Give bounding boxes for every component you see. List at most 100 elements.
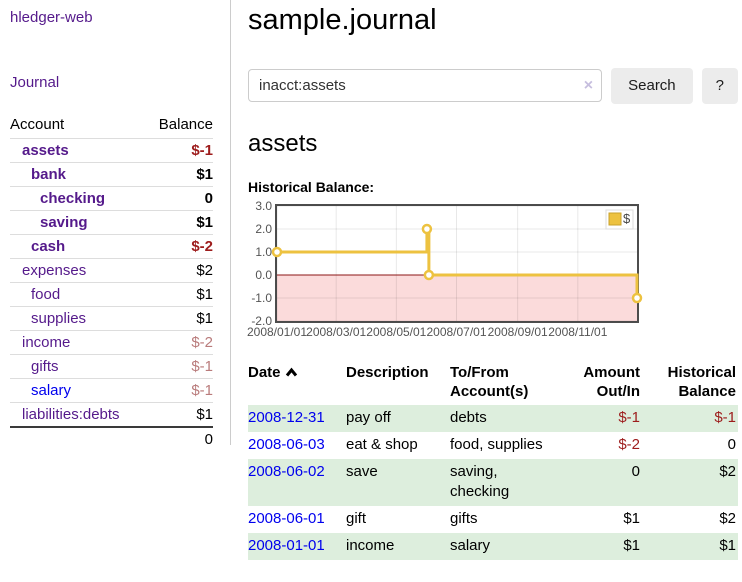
txn-col-tofrom: To/From Account(s): [450, 361, 562, 405]
account-balance: $-2: [145, 330, 213, 355]
account-name-link[interactable]: bank: [31, 166, 67, 183]
y-tick-label: 0.0: [255, 267, 272, 282]
data-point-marker: [631, 292, 643, 303]
transaction-description: gift: [346, 509, 367, 527]
txn-col-amount-line1: Amount: [583, 363, 640, 381]
account-row: gifts $-1: [10, 354, 213, 379]
transaction-date-link[interactable]: 2008-06-01: [248, 509, 325, 527]
transaction-row[interactable]: 2008-06-01 gift gifts $1 $2: [248, 506, 738, 533]
x-tick-label: 2008/07/01: [426, 324, 487, 339]
account-name-link[interactable]: gifts: [31, 358, 59, 375]
legend-label: $: [623, 211, 631, 226]
search-form: × Search ?: [248, 67, 738, 104]
accounts-total-balance: 0: [145, 426, 213, 451]
txn-col-balance-line1: Historical: [667, 363, 736, 381]
transaction-amount: $-1: [562, 404, 642, 432]
account-name-link[interactable]: saving: [40, 214, 88, 231]
txn-col-tofrom-line1: To/From: [450, 363, 509, 381]
account-balance: $-1: [145, 354, 213, 379]
account-name-link[interactable]: income: [22, 334, 71, 351]
account-balance: 0: [145, 186, 213, 211]
search-input[interactable]: [248, 69, 603, 103]
account-balance: $1: [145, 282, 213, 307]
transaction-row[interactable]: 2008-06-02 save saving, checking 0 $2: [248, 458, 738, 506]
account-name-link[interactable]: assets: [22, 142, 69, 159]
sidebar-item-journal[interactable]: Journal: [10, 74, 60, 91]
y-tick-label: 3.0: [255, 198, 272, 213]
app-title-link[interactable]: hledger-web: [10, 9, 93, 26]
transaction-date-link[interactable]: 2008-01-01: [248, 532, 346, 560]
account-name-link[interactable]: cash: [31, 238, 66, 255]
page-title: sample.journal: [248, 4, 437, 36]
search-button[interactable]: Search: [611, 67, 693, 104]
account-row: cash $-2: [10, 234, 213, 259]
y-tick-label: 2.0: [255, 221, 272, 236]
transaction-amount: $1: [623, 509, 640, 527]
account-row: bank $1: [10, 162, 213, 187]
x-tick-label: 2008/11/01: [548, 324, 608, 339]
txn-col-description: Description: [346, 363, 429, 381]
txn-col-amount-line2: Out/In: [596, 382, 640, 400]
account-heading: assets: [248, 129, 318, 157]
accounts-total-spacer: [10, 426, 146, 451]
account-balance: $1: [145, 210, 213, 235]
account-balance: $1: [145, 162, 213, 187]
transaction-row[interactable]: 2008-01-01 income salary $1 $1: [248, 532, 738, 560]
account-row: checking 0: [10, 186, 213, 211]
chart-x-axis-labels: 2008/01/01 2008/03/01 2008/05/01 2008/07/01…: [247, 324, 639, 341]
transaction-balance: 0: [727, 435, 736, 453]
transaction-accounts: saving, checking: [450, 458, 562, 506]
transaction-accounts: salary: [450, 532, 562, 560]
txn-col-date-label: Date: [248, 363, 281, 381]
account-name-link[interactable]: expenses: [22, 262, 87, 279]
transaction-description: save: [346, 458, 450, 506]
transaction-amount: $-2: [618, 435, 640, 453]
account-balance: $1: [145, 306, 213, 331]
y-tick-label: 1.0: [255, 244, 272, 259]
transaction-accounts: food, supplies: [450, 435, 543, 453]
txn-col-date[interactable]: Date: [248, 361, 346, 405]
account-balance: $-1: [145, 138, 213, 163]
transaction-amount: 0: [562, 458, 642, 506]
y-tick-label: -1.0: [251, 290, 272, 305]
account-balance: $-1: [145, 378, 213, 403]
data-point-marker: [271, 246, 283, 257]
transaction-date-link[interactable]: 2008-06-03: [248, 435, 325, 453]
data-point-marker: [423, 269, 435, 280]
transaction-row[interactable]: 2008-06-03 eat & shop food, supplies $-2 0: [248, 432, 738, 459]
transaction-balance: $2: [719, 509, 736, 527]
account-row: food $1: [10, 282, 213, 307]
txn-col-balance-line2: Balance: [678, 382, 736, 400]
account-name-link[interactable]: checking: [40, 190, 106, 207]
account-name-link[interactable]: salary: [31, 382, 72, 399]
chart-title: Historical Balance:: [248, 178, 375, 195]
x-tick-label: 2008/05/01: [366, 324, 427, 339]
transaction-row[interactable]: 2008-12-31 pay off debts $-1 $-1: [248, 404, 738, 432]
txn-col-tofrom-line2: Account(s): [450, 382, 529, 400]
transaction-accounts: gifts: [450, 509, 478, 527]
search-help-button[interactable]: ?: [701, 67, 738, 104]
transaction-date-link[interactable]: 2008-12-31: [248, 404, 346, 432]
accounts-table: Account Balance assets $-1 bank $1 checking 0…: [10, 113, 213, 451]
legend-swatch: [608, 212, 622, 226]
accounts-col-account: Account: [10, 116, 65, 133]
data-point-marker: [421, 223, 433, 234]
account-name-link[interactable]: liabilities:debts: [22, 406, 120, 423]
negative-region-fill: [277, 274, 637, 321]
account-row: liabilities:debts $1: [10, 402, 213, 427]
account-row: supplies $1: [10, 306, 213, 331]
accounts-col-balance: Balance: [158, 116, 213, 133]
transaction-date-link[interactable]: 2008-06-02: [248, 458, 346, 506]
account-name-link[interactable]: supplies: [31, 310, 87, 327]
main-content: sample.journal × Search ? assets Histori…: [247, 0, 738, 560]
account-row: saving $1: [10, 210, 213, 235]
account-row: expenses $2: [10, 258, 213, 283]
account-balance: $2: [145, 258, 213, 283]
transaction-balance: $-1: [642, 404, 738, 432]
clear-search-icon[interactable]: ×: [583, 76, 594, 94]
account-row: income $-2: [10, 330, 213, 355]
account-name-link[interactable]: food: [31, 286, 61, 303]
account-balance: $-2: [145, 234, 213, 259]
transaction-description: eat & shop: [346, 435, 418, 453]
txn-col-amount: Amount Out/In: [562, 361, 642, 405]
